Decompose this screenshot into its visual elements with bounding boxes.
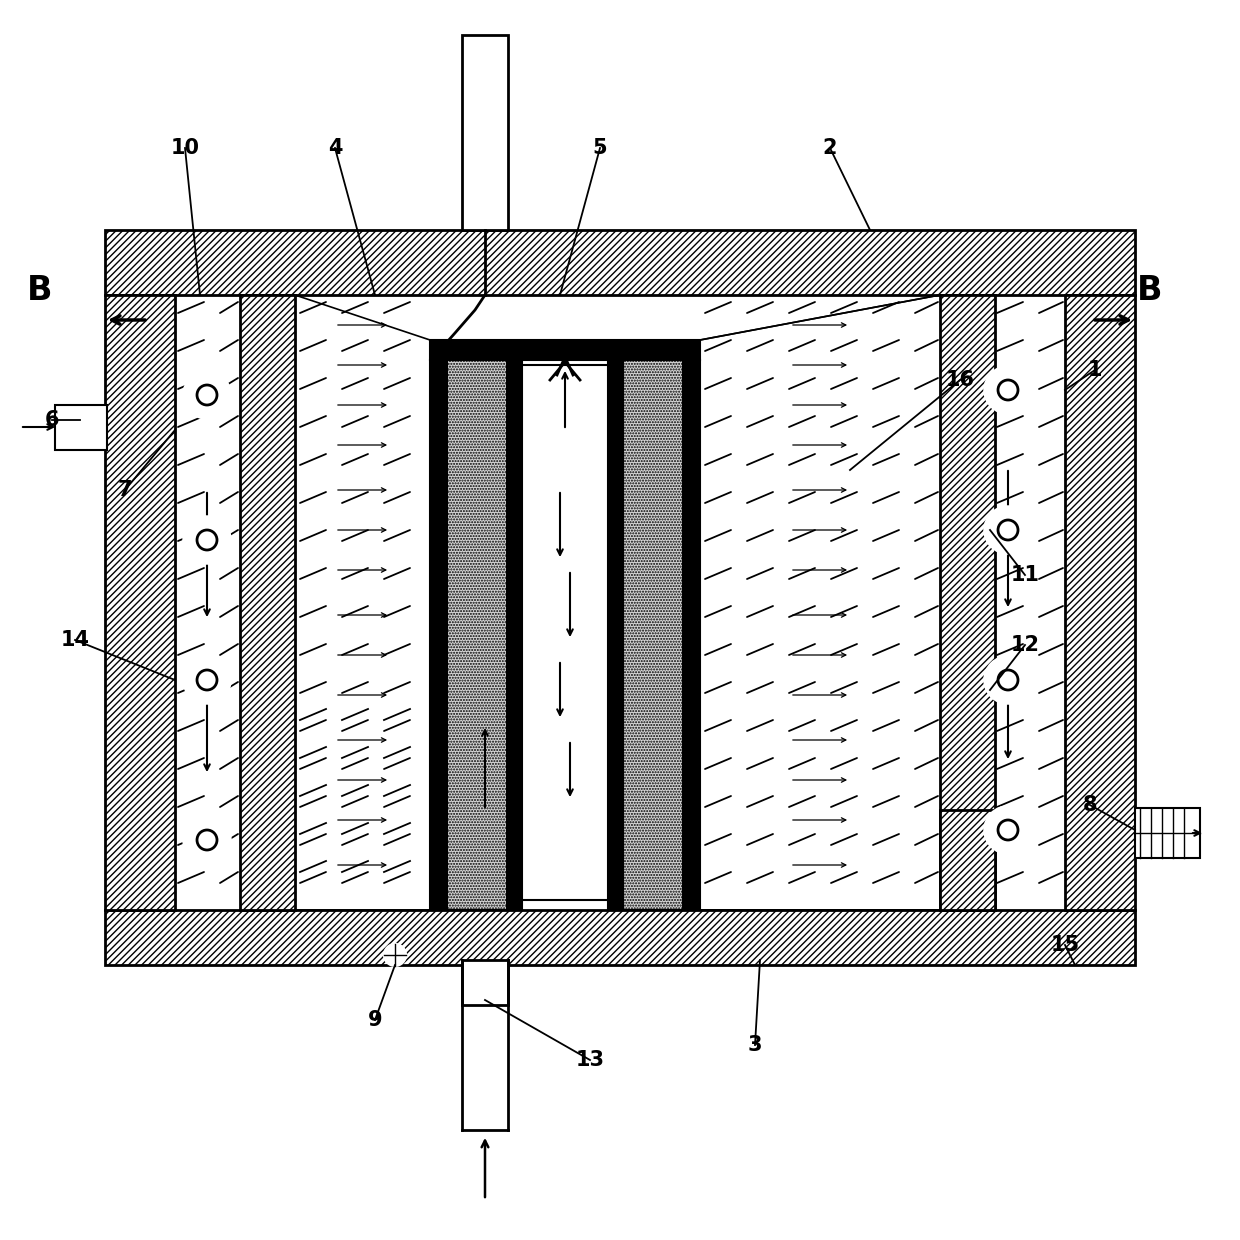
Bar [940, 295, 994, 910]
Bar [608, 360, 622, 910]
Text: 15: 15 [1050, 935, 1080, 955]
Bar [445, 360, 508, 910]
Circle shape [184, 517, 229, 563]
Bar [241, 295, 295, 910]
Bar [1065, 295, 1135, 910]
Text: 2: 2 [823, 138, 837, 157]
Text: 16: 16 [945, 370, 975, 391]
Bar [105, 229, 1135, 295]
Bar [55, 405, 107, 450]
Bar [622, 360, 684, 910]
Bar [463, 960, 508, 1004]
Text: 10: 10 [171, 138, 200, 157]
Circle shape [985, 657, 1030, 703]
Bar [940, 810, 994, 910]
Text: 7: 7 [118, 480, 133, 500]
Circle shape [985, 807, 1030, 853]
Bar [683, 360, 701, 910]
Circle shape [384, 944, 405, 966]
Bar [105, 295, 175, 910]
Text: 3: 3 [748, 1035, 763, 1055]
Text: 14: 14 [61, 630, 89, 650]
Text: 11: 11 [1011, 565, 1039, 585]
Bar [463, 35, 508, 229]
Circle shape [985, 367, 1030, 413]
Text: 5: 5 [593, 138, 608, 157]
Bar [1135, 808, 1200, 858]
Bar [105, 910, 1135, 965]
Text: B: B [27, 274, 53, 306]
Text: 4: 4 [327, 138, 342, 157]
Circle shape [985, 507, 1030, 553]
Bar [507, 360, 522, 910]
Text: 6: 6 [45, 410, 60, 430]
Text: 8: 8 [1083, 795, 1097, 815]
Text: B: B [1137, 274, 1163, 306]
Circle shape [184, 657, 229, 703]
Bar [430, 340, 701, 360]
Text: 1: 1 [1087, 360, 1102, 379]
Bar [430, 360, 446, 910]
Circle shape [474, 38, 496, 61]
Text: 13: 13 [575, 1050, 605, 1070]
Text: 9: 9 [368, 1011, 382, 1030]
Circle shape [184, 817, 229, 863]
Bar [522, 365, 608, 900]
Text: 12: 12 [1011, 635, 1039, 655]
Circle shape [184, 372, 229, 418]
